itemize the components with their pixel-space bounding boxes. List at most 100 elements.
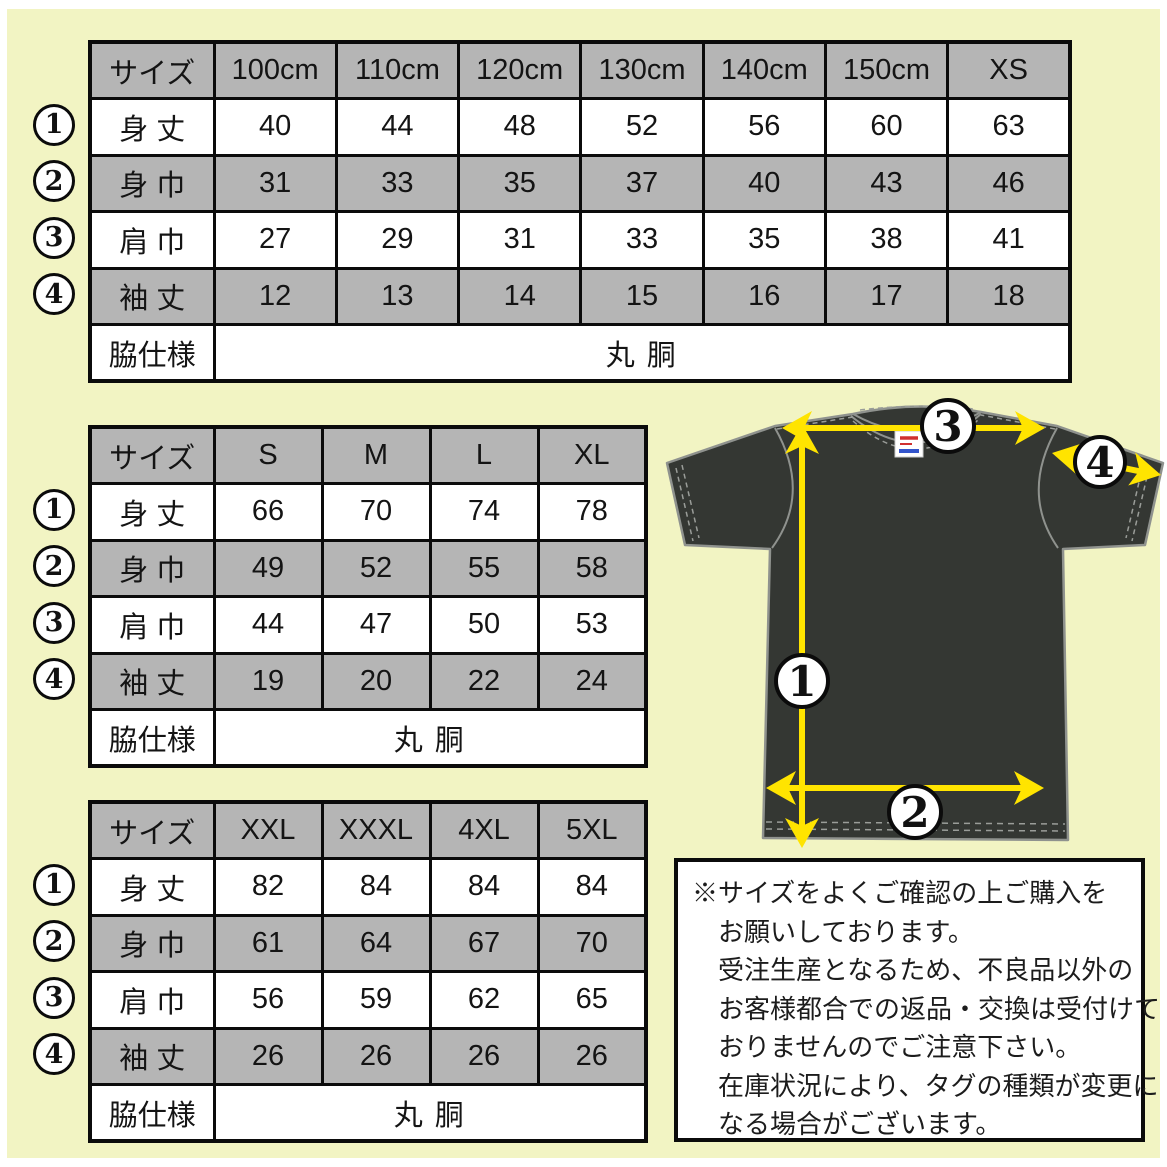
row-label-cell: 身 丈 xyxy=(88,482,216,542)
row-label-cell: 肩 巾 xyxy=(88,210,216,270)
row-label-cell: 肩 巾 xyxy=(88,970,216,1030)
value-cell: 18 xyxy=(946,266,1072,326)
notice-line: 在庫状況により、タグの種類が変更に xyxy=(718,1070,1159,1101)
diagram-circle-2: 2 xyxy=(887,784,943,840)
size-table-large: サイズ XXL XXXL 4XL 5XL 身 丈 82 84 84 84 身 巾 61 64 67 70 肩 … xyxy=(88,800,648,1143)
size-column-header: 110cm xyxy=(334,40,461,100)
value-cell: 74 xyxy=(428,482,540,542)
size-column-header: 120cm xyxy=(457,40,583,100)
value-cell: 35 xyxy=(701,210,827,270)
notice-line: なる場合がございます。 xyxy=(718,1109,1002,1139)
value-cell: 65 xyxy=(536,970,648,1030)
footer-value-cell: 丸 胴 xyxy=(212,323,1072,383)
value-cell: 70 xyxy=(320,482,432,542)
size-column-header: M xyxy=(320,425,432,485)
value-cell: 46 xyxy=(946,153,1072,213)
size-column-header: 130cm xyxy=(579,40,705,100)
measure-number-badge-2: 2 xyxy=(33,545,75,588)
value-cell: 66 xyxy=(212,482,324,542)
size-table-adult: サイズ S M L XL 身 丈 66 70 74 78 身 巾 49 52 55 58 肩 巾 44 47 50 5… xyxy=(88,425,648,768)
footer-label-cell: 脇仕様 xyxy=(88,708,216,768)
value-cell: 60 xyxy=(823,97,950,157)
measure-row-4: 袖 丈 19 20 22 24 xyxy=(88,651,648,711)
row-label-cell: 身 巾 xyxy=(88,538,216,598)
value-cell: 33 xyxy=(334,153,461,213)
size-column-header: L xyxy=(428,425,540,485)
size-column-header: XS xyxy=(946,40,1072,100)
notice-line: お客様都合での返品・交換は受付けて xyxy=(718,993,1161,1024)
value-cell: 48 xyxy=(457,97,583,157)
svg-text:3: 3 xyxy=(933,402,962,451)
value-cell: 38 xyxy=(823,210,950,270)
size-header-cell: サイズ xyxy=(88,425,216,485)
diagram-circle-3: 3 xyxy=(920,398,976,454)
value-cell: 53 xyxy=(536,595,648,655)
value-cell: 44 xyxy=(212,595,324,655)
measure-number-badge-3: 3 xyxy=(33,216,75,259)
footer-label-cell: 脇仕様 xyxy=(88,1083,216,1143)
measure-row-3: 肩 巾 44 47 50 53 xyxy=(88,595,648,655)
measure-number-badge-3: 3 xyxy=(33,601,75,644)
value-cell: 52 xyxy=(579,97,705,157)
value-cell: 26 xyxy=(536,1026,648,1086)
measure-row-1: 身 丈 82 84 84 84 xyxy=(88,857,648,917)
tshirt-diagram: 3 4 1 2 xyxy=(665,398,1165,848)
size-column-header: XL xyxy=(536,425,648,485)
value-cell: 63 xyxy=(946,97,1072,157)
shoulder-seam-right xyxy=(980,414,1056,430)
armhole-seam-left xyxy=(771,427,794,549)
footer-row: 脇仕様丸 胴 xyxy=(88,708,648,768)
value-cell: 41 xyxy=(946,210,1072,270)
value-cell: 24 xyxy=(536,651,648,711)
value-cell: 22 xyxy=(428,651,540,711)
measure-row-3: 肩 巾 27 29 31 33 35 38 41 xyxy=(88,210,1072,270)
size-column-header: 150cm xyxy=(823,40,950,100)
diagram-circle-4: 4 xyxy=(1073,435,1127,489)
size-column-header: 100cm xyxy=(212,40,338,100)
value-cell: 35 xyxy=(457,153,583,213)
measure-number-badge-2: 2 xyxy=(33,160,75,203)
row-label-cell: 袖 丈 xyxy=(88,1026,216,1086)
value-cell: 13 xyxy=(334,266,461,326)
measure-number-badge-1: 1 xyxy=(33,488,75,531)
measure-number-badge-4: 4 xyxy=(33,273,75,316)
notice-line: お願いしております。 xyxy=(718,916,974,947)
value-cell: 67 xyxy=(428,913,540,973)
value-cell: 37 xyxy=(579,153,705,213)
size-header-cell: サイズ xyxy=(88,800,216,860)
footer-label-cell: 脇仕様 xyxy=(88,323,216,383)
value-cell: 15 xyxy=(579,266,705,326)
measure-row-4: 袖 丈 12 13 14 15 16 17 18 xyxy=(88,266,1072,326)
value-cell: 14 xyxy=(457,266,583,326)
value-cell: 64 xyxy=(320,913,432,973)
footer-row: 脇仕様丸 胴 xyxy=(88,323,1072,383)
header-row: サイズ 100cm 110cm 120cm 130cm 140cm 150cm XS xyxy=(88,40,1072,100)
measure-number-badge-1: 1 xyxy=(33,103,75,146)
measure-arrow-1 xyxy=(785,424,819,848)
value-cell: 49 xyxy=(212,538,324,598)
footer-row: 脇仕様丸 胴 xyxy=(88,1083,648,1143)
notice-box: ※サイズをよくご確認の上ご購入を お願いしております。 受注生産となるため、不良… xyxy=(674,858,1161,1142)
value-cell: 52 xyxy=(320,538,432,598)
value-cell: 84 xyxy=(536,857,648,917)
size-column-header: 5XL xyxy=(536,800,648,860)
measure-row-2: 身 巾 31 33 35 37 40 43 46 xyxy=(88,153,1072,213)
value-cell: 70 xyxy=(536,913,648,973)
value-cell: 26 xyxy=(212,1026,324,1086)
value-cell: 40 xyxy=(212,97,338,157)
size-column-header: S xyxy=(212,425,324,485)
value-cell: 47 xyxy=(320,595,432,655)
measure-number-badge-2: 2 xyxy=(33,920,75,963)
size-column-header: 4XL xyxy=(428,800,540,860)
value-cell: 43 xyxy=(823,153,950,213)
value-cell: 40 xyxy=(701,153,827,213)
header-row: サイズ XXL XXXL 4XL 5XL xyxy=(88,800,648,860)
size-table-kids: サイズ 100cm 110cm 120cm 130cm 140cm 150cm XS 身 丈 40… xyxy=(88,40,1072,383)
row-label-cell: 身 丈 xyxy=(88,97,216,157)
measure-number-badge-4: 4 xyxy=(33,658,75,701)
value-cell: 44 xyxy=(334,97,461,157)
row-label-cell: 袖 丈 xyxy=(88,266,216,326)
brand-tag xyxy=(894,430,924,458)
value-cell: 16 xyxy=(701,266,827,326)
size-column-header: XXL xyxy=(212,800,324,860)
